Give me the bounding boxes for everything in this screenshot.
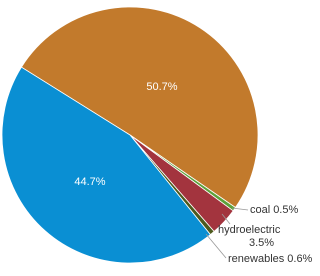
leader-line [231,207,249,211]
slice-label: 50.7% [146,81,177,93]
slice-value: 0.6% [287,253,312,265]
leader-line [221,213,231,225]
slice-name: hydroelectric [218,224,281,236]
slice-label: 44.7% [74,176,105,188]
slice-label: renewables 0.6% [228,253,313,265]
pie-slice [20,6,259,209]
slice-label: coal 0.5% [250,204,298,216]
slice-name: coal [250,204,270,216]
slice-name: renewables [228,253,285,265]
slice-value: 0.5% [273,204,298,216]
slice-value: 3.5% [249,237,274,249]
leader-line [205,233,227,259]
pie-slice [1,66,211,264]
